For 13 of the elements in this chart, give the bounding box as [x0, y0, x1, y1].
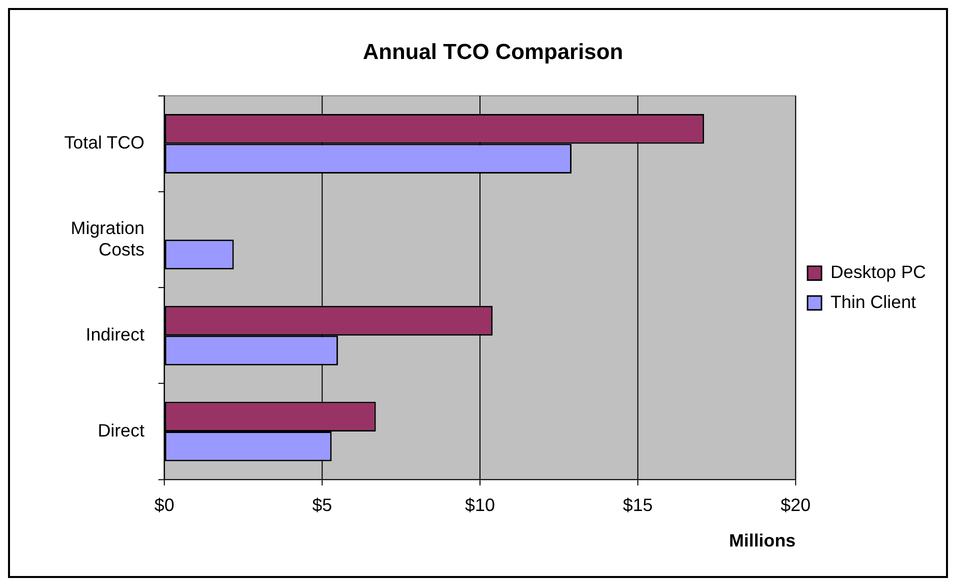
- x-tick-label: $5: [312, 495, 332, 516]
- y-tick-label: Direct: [98, 420, 144, 440]
- y-tick-label: Total TCO: [64, 132, 145, 153]
- y-tick-label: Indirect: [86, 324, 144, 345]
- legend-label: Thin Client: [830, 292, 916, 312]
- x-tick-label: $10: [465, 495, 495, 516]
- chart-title: Annual TCO Comparison: [362, 38, 624, 64]
- x-tick-label: $0: [154, 495, 174, 516]
- x-tick-label: $15: [622, 495, 653, 516]
- legend-label: Desktop PC: [830, 262, 926, 282]
- x-axis-title: Millions: [728, 530, 796, 550]
- x-tick-label: $20: [780, 495, 811, 516]
- y-tick-label: Migration Costs: [70, 218, 144, 260]
